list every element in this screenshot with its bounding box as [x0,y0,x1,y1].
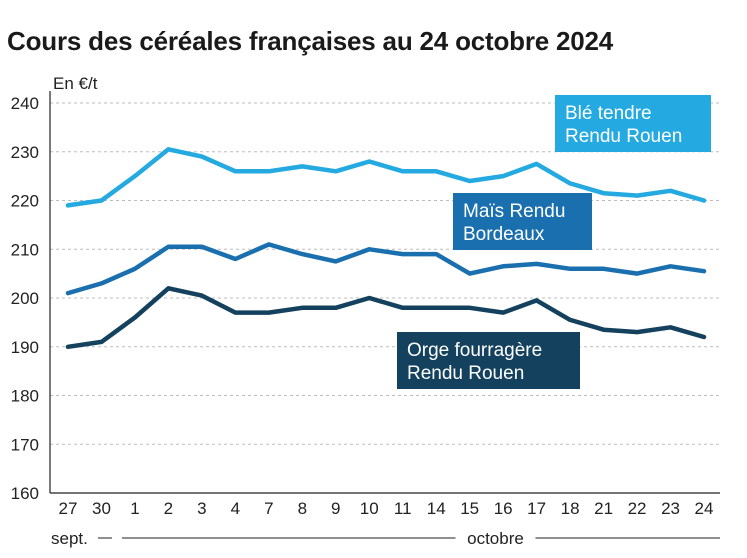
y-tick-label: 160 [11,484,39,503]
y-tick-label: 230 [11,143,39,162]
x-tick-label: 18 [561,499,580,518]
series-label-line: Maïs Rendu [463,201,565,222]
x-axis-ticks: 27 30 1 2 3 4 7 8 9 10 11 14 15 16 17 18 21 22 23 24 [59,499,714,518]
month-label-octobre: octobre [467,529,524,548]
series-label-line: Rendu Rouen [565,126,682,147]
x-tick-label: 7 [264,499,273,518]
series-lines [65,147,707,350]
x-tick-label: 21 [594,499,613,518]
month-label-sept: sept. [51,529,88,548]
x-tick-label: 30 [92,499,111,518]
x-tick-label: 23 [661,499,680,518]
x-axis [49,91,720,494]
series-label-box [397,332,580,389]
series-label-line: Orge fourragère [407,340,542,361]
x-tick-label: 10 [360,499,379,518]
x-tick-label: 1 [130,499,139,518]
x-tick-label: 4 [231,499,240,518]
series-line-1 [65,242,707,296]
x-tick-label: 27 [59,499,78,518]
series-label-box [453,193,592,250]
x-tick-label: 15 [460,499,479,518]
x-tick-label: 16 [494,499,513,518]
x-tick-label: 3 [197,499,206,518]
series-line-0 [65,147,707,208]
x-tick-label: 2 [164,499,173,518]
x-tick-label: 14 [427,499,446,518]
series-line-2 [65,286,707,350]
gridlines [50,102,720,445]
unit-label: En €/t [53,74,98,93]
y-tick-label: 210 [11,240,39,259]
y-axis-ticks: 160 170 180 190 200 210 220 230 240 [11,94,39,503]
y-tick-label: 200 [11,289,39,308]
x-tick-label: 8 [298,499,307,518]
x-tick-label: 9 [331,499,340,518]
month-axis: sept. octobre [51,529,720,548]
y-tick-label: 180 [11,387,39,406]
chart-title: Cours des céréales françaises au 24 octo… [7,26,614,56]
series-label-line: Blé tendre [565,103,652,124]
x-tick-label: 22 [628,499,647,518]
series-label-box [555,95,711,152]
x-tick-label: 11 [394,499,412,518]
y-tick-label: 240 [11,94,39,113]
series-label-line: Rendu Rouen [407,363,524,384]
y-tick-label: 190 [11,338,39,357]
y-tick-label: 220 [11,192,39,211]
x-tick-label: 24 [695,499,714,518]
y-tick-label: 170 [11,435,39,454]
x-tick-label: 17 [527,499,546,518]
series-label-line: Bordeaux [463,224,545,245]
